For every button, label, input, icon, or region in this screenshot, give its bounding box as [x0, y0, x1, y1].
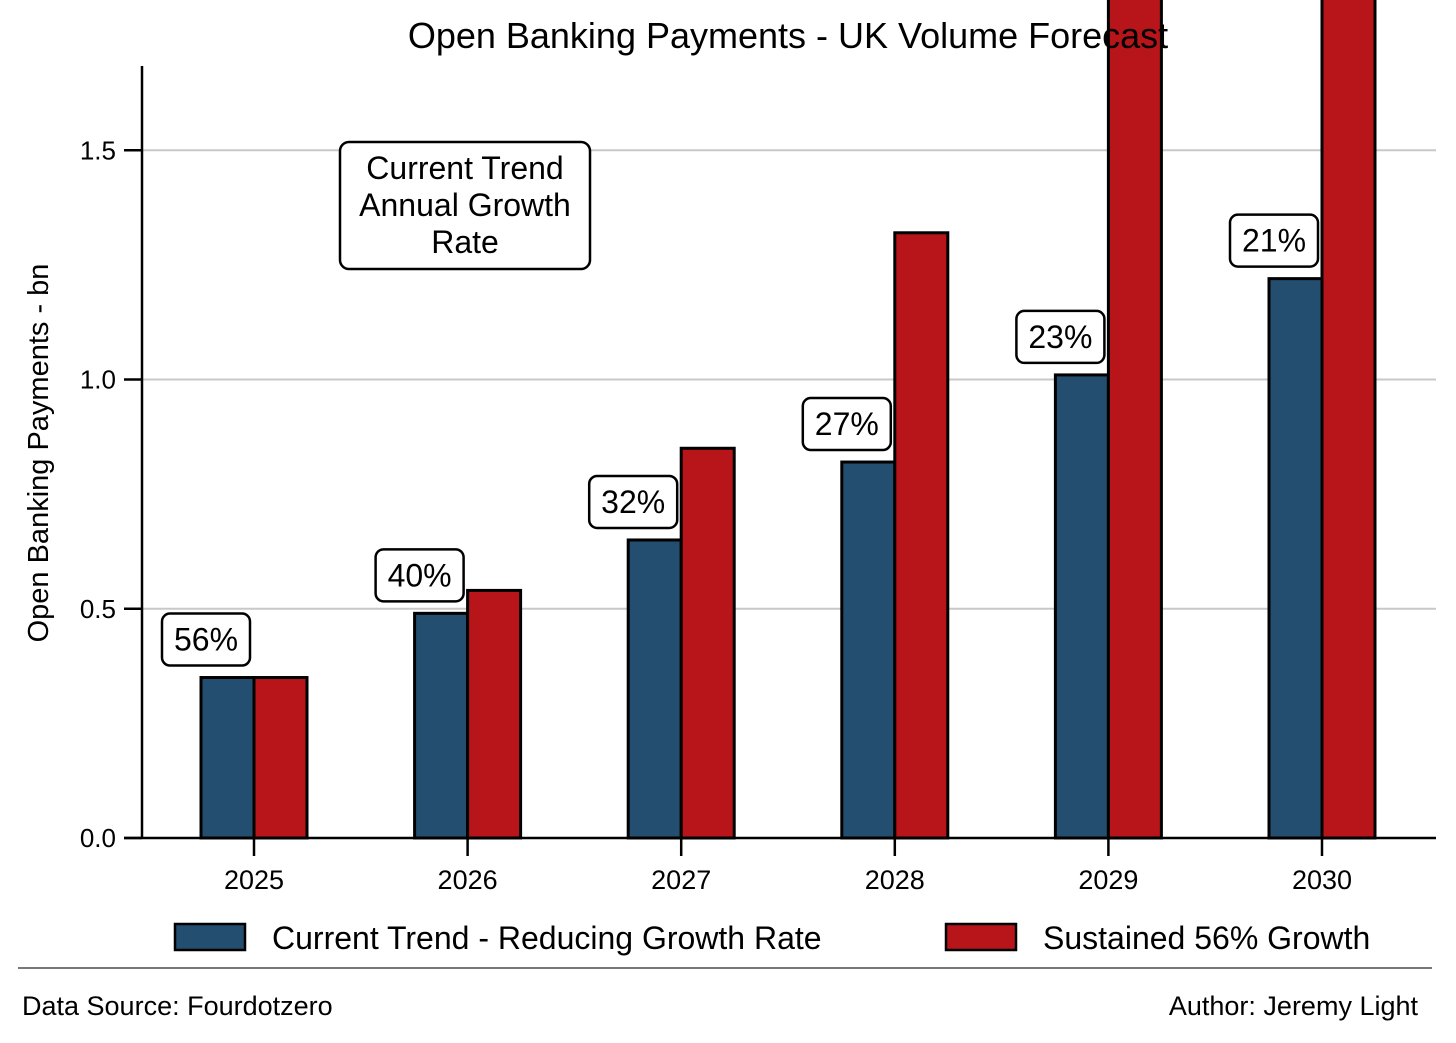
- y-tick-label: 1.0: [80, 365, 116, 395]
- bar-current-trend: [199, 676, 256, 840]
- footer-source: Data Source: Fourdotzero: [22, 991, 333, 1021]
- x-tick-label: 2029: [1078, 865, 1138, 895]
- x-tick-label: 2026: [438, 865, 498, 895]
- bar-sustained-growth: [893, 231, 950, 840]
- growth-label-box: [374, 548, 465, 603]
- chart-title: Open Banking Payments - UK Volume Foreca…: [408, 15, 1168, 56]
- footer-author: Author: Jeremy Light: [1169, 991, 1419, 1021]
- y-tick-label: 1.5: [80, 135, 116, 165]
- annotation-line-1: Current Trend: [366, 150, 563, 186]
- growth-label-box: [1228, 213, 1320, 268]
- growth-labels: 56% 40% 32% 27% 23% 21%: [160, 213, 1320, 667]
- bar-current-trend: [413, 611, 470, 840]
- growth-label-box: [160, 612, 252, 667]
- y-tick-label: 0.0: [80, 823, 116, 853]
- growth-label-text: 56%: [174, 622, 238, 658]
- legend-swatch-current-trend: [173, 922, 247, 952]
- grid-layer: [142, 149, 1436, 610]
- y-ticks: 0.00.51.01.52.02.53.0: [80, 135, 142, 853]
- legend-label-current-trend: Current Trend - Reducing Growth Rate: [272, 920, 822, 956]
- legend-swatch-sustained-growth: [944, 922, 1018, 952]
- growth-label: 21%: [1228, 213, 1320, 268]
- axes-layer: [124, 66, 1436, 840]
- bars-layer: [199, 0, 1377, 840]
- x-tick-label: 2027: [651, 865, 711, 895]
- growth-label: 27%: [801, 396, 893, 452]
- growth-label-text: 21%: [1242, 223, 1306, 259]
- y-axis-label: Open Banking Payments - bn: [23, 264, 55, 643]
- bar-sustained-growth: [679, 446, 736, 840]
- annotation-line-3: Rate: [431, 224, 499, 260]
- bar-current-trend: [626, 538, 683, 840]
- growth-label: 56%: [160, 612, 252, 667]
- bar-sustained-growth: [252, 676, 309, 840]
- growth-label-box: [801, 396, 893, 452]
- legend-label-sustained-growth: Sustained 56% Growth: [1043, 920, 1370, 956]
- x-tick-label: 2030: [1292, 865, 1352, 895]
- growth-label: 32%: [587, 474, 679, 530]
- growth-label-box: [1015, 309, 1106, 365]
- x-tick-label: 2025: [224, 865, 284, 895]
- growth-label-text: 32%: [601, 484, 665, 520]
- legend: Current Trend - Reducing Growth Rate Sus…: [173, 920, 1370, 956]
- y-tick-label: 0.5: [80, 594, 116, 624]
- annotation-box: Current Trend Annual Growth Rate: [338, 140, 592, 271]
- growth-label-text: 23%: [1028, 319, 1092, 355]
- growth-label: 40%: [374, 548, 465, 603]
- bar-sustained-growth: [1106, 0, 1163, 840]
- x-ticks: 2025 2026 2027 2028 2029 2030: [224, 838, 1352, 895]
- growth-label-text: 27%: [815, 406, 879, 442]
- growth-label-text: 40%: [388, 557, 452, 593]
- bar-current-trend: [1267, 277, 1324, 840]
- bar-current-trend: [1053, 373, 1110, 840]
- x-tick-label: 2028: [865, 865, 925, 895]
- bar-current-trend: [840, 460, 897, 840]
- bar-sustained-growth: [1320, 0, 1377, 840]
- annotation-frame: [338, 140, 592, 271]
- annotation-line-2: Annual Growth: [359, 187, 571, 223]
- legend-item-sustained-growth[interactable]: Sustained 56% Growth: [944, 920, 1370, 956]
- growth-label-box: [587, 474, 679, 530]
- legend-item-current-trend[interactable]: Current Trend - Reducing Growth Rate: [173, 920, 822, 956]
- bar-sustained-growth: [466, 588, 523, 840]
- growth-label: 23%: [1015, 309, 1106, 365]
